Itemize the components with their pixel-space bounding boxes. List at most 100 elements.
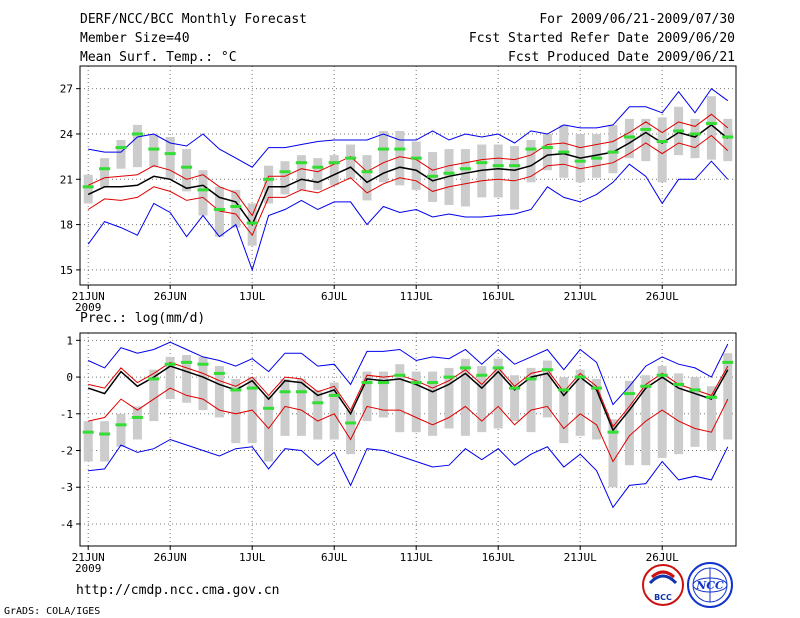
precip-range-box bbox=[706, 386, 716, 451]
precip-median-mark bbox=[99, 432, 111, 436]
precip-median-mark bbox=[279, 390, 291, 394]
precip-median-mark bbox=[476, 373, 488, 377]
precip-median-mark bbox=[443, 375, 455, 379]
bcc-logo-text: BCC bbox=[654, 593, 672, 602]
precip-range-box bbox=[116, 413, 126, 447]
temp-median-mark bbox=[115, 146, 127, 150]
precip-median-mark bbox=[131, 415, 143, 419]
temp-range-box bbox=[313, 158, 323, 190]
precip-range-box bbox=[231, 378, 241, 444]
precip-range-box bbox=[313, 389, 323, 440]
forecast-start-date: Fcst Started Refer Date 2009/06/20 bbox=[469, 31, 735, 46]
precip-range-box bbox=[592, 378, 602, 440]
precip-median-mark bbox=[328, 393, 340, 397]
precip-range-box bbox=[428, 371, 438, 436]
precip-median-mark bbox=[312, 401, 324, 405]
temp-range-box bbox=[116, 140, 126, 169]
member-size: Member Size=40 bbox=[80, 31, 190, 46]
precip-median-mark bbox=[558, 388, 570, 392]
precip-panel-title: Prec.: log(mm/d) bbox=[80, 311, 205, 326]
temp-range-box bbox=[362, 155, 372, 201]
precip-mean-spread-line bbox=[88, 387, 729, 463]
precip-median-mark bbox=[574, 375, 586, 379]
precip-range-box bbox=[83, 421, 93, 462]
precip-ytick-label: 0 bbox=[66, 371, 73, 384]
precip-xtick-label: 16JUL bbox=[482, 551, 515, 564]
temp-mean-spread-line bbox=[87, 134, 729, 237]
temp-range-box bbox=[231, 189, 241, 228]
temp-median-mark bbox=[705, 121, 717, 125]
precip-median-mark bbox=[525, 377, 537, 381]
precip-median-mark bbox=[263, 406, 275, 410]
temp-median-mark bbox=[164, 152, 176, 156]
source-url[interactable]: http://cmdp.ncc.cma.gov.cn bbox=[76, 583, 280, 598]
precip-ytick-label: -4 bbox=[60, 518, 74, 531]
temp-range-box bbox=[641, 118, 651, 162]
temp-range-box bbox=[592, 133, 602, 178]
temp-median-mark bbox=[197, 188, 209, 192]
precip-median-mark bbox=[509, 386, 521, 390]
temp-xtick-label: 6JUL bbox=[321, 290, 348, 303]
precip-ensemble-min-line bbox=[88, 438, 729, 509]
temp-xtick-label: 21JUL bbox=[564, 290, 597, 303]
precip-xtick-label: 26JUN bbox=[154, 551, 187, 564]
temp-median-mark bbox=[443, 171, 455, 175]
precip-median-mark bbox=[213, 371, 225, 375]
precip-median-mark bbox=[394, 373, 406, 377]
temp-range-box bbox=[510, 146, 520, 210]
temp-range-box bbox=[198, 170, 208, 216]
precip-range-box bbox=[214, 366, 224, 418]
ncc-logo: NCC bbox=[687, 562, 733, 608]
temp-median-mark bbox=[345, 156, 357, 160]
temp-range-box bbox=[329, 155, 339, 186]
precipitation-panel: 1 0 -1 -2 -3 -4 21JUN 26JUN 1JUL 6JUL 11JUL 16JUL 21… bbox=[60, 332, 737, 575]
temp-median-mark bbox=[623, 135, 635, 139]
temp-median-mark bbox=[181, 165, 193, 169]
precip-median-mark bbox=[459, 366, 471, 370]
temp-median-mark bbox=[410, 156, 422, 160]
temp-median-mark bbox=[673, 129, 685, 133]
temp-xtick-label: 16JUL bbox=[482, 290, 515, 303]
precip-plot-frame bbox=[79, 332, 737, 547]
temp-median-mark bbox=[509, 164, 521, 168]
temp-range-box bbox=[526, 140, 536, 183]
temp-range-box bbox=[149, 133, 159, 168]
precip-median-mark bbox=[82, 430, 94, 434]
temp-range-box bbox=[493, 144, 503, 198]
precip-ytick-label: -3 bbox=[60, 481, 73, 494]
temp-median-mark bbox=[656, 140, 668, 144]
temp-ytick-label: 27 bbox=[60, 83, 73, 96]
precip-ytick-label: -1 bbox=[60, 408, 73, 421]
temp-ensemble-mean-line bbox=[87, 123, 729, 227]
precip-median-mark bbox=[361, 381, 373, 385]
precip-range-box bbox=[641, 375, 651, 466]
temp-range-box bbox=[280, 161, 290, 195]
precip-range-box bbox=[198, 356, 208, 411]
temp-median-mark bbox=[295, 161, 307, 165]
temp-xtick-label: 21JUN bbox=[72, 290, 105, 303]
precip-median-mark bbox=[295, 390, 307, 394]
precip-median-mark bbox=[230, 388, 242, 392]
precip-range-box bbox=[149, 369, 159, 422]
temp-ensemble-max-line bbox=[88, 87, 729, 168]
precip-range-box bbox=[723, 353, 733, 440]
temp-xtick-label: 1JUL bbox=[239, 290, 266, 303]
temp-xtick-label: 11JUL bbox=[400, 290, 433, 303]
precip-range-box bbox=[477, 366, 487, 433]
precip-range-box bbox=[182, 355, 192, 403]
forecast-produced-date: Fcst Produced Date 2009/06/21 bbox=[508, 50, 735, 65]
precip-ensemble-mean-line bbox=[87, 365, 729, 432]
temp-median-mark bbox=[246, 221, 258, 225]
precip-median-mark bbox=[246, 386, 258, 390]
temp-range-box bbox=[624, 118, 634, 159]
temp-median-mark bbox=[131, 132, 143, 136]
precip-range-box bbox=[460, 358, 470, 436]
precip-median-mark bbox=[197, 362, 209, 366]
precip-median-mark bbox=[591, 386, 603, 390]
temp-plot-frame bbox=[79, 65, 737, 286]
temp-median-mark bbox=[558, 150, 570, 154]
precip-range-box bbox=[395, 364, 405, 433]
temp-ytick-label: 21 bbox=[60, 173, 73, 186]
precip-range-box bbox=[690, 377, 700, 447]
precip-range-box bbox=[296, 378, 306, 436]
